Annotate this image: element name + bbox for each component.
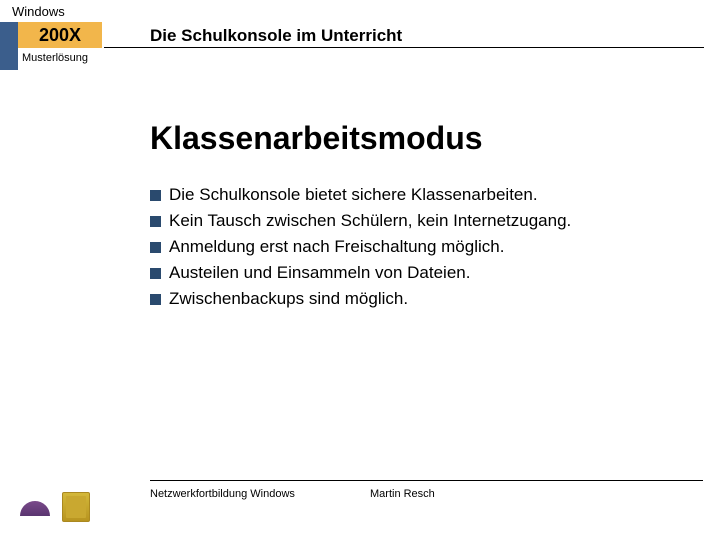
- slide-title: Klassenarbeitsmodus: [150, 120, 690, 157]
- square-bullet-icon: [150, 268, 161, 279]
- bullet-text: Austeilen und Einsammeln von Dateien.: [169, 263, 470, 283]
- slide-content: Klassenarbeitsmodus Die Schulkonsole bie…: [150, 120, 690, 315]
- square-bullet-icon: [150, 216, 161, 227]
- square-bullet-icon: [150, 242, 161, 253]
- slide-header: Windows 200X Musterlösung Die Schulkonso…: [0, 0, 720, 70]
- bullet-text: Anmeldung erst nach Freischaltung möglic…: [169, 237, 504, 257]
- bullet-text: Die Schulkonsole bietet sichere Klassena…: [169, 185, 538, 205]
- header-subtitle: Musterlösung: [22, 52, 88, 64]
- list-item: Austeilen und Einsammeln von Dateien.: [150, 263, 690, 283]
- header-rule: [104, 47, 704, 48]
- footer-left-text: Netzwerkfortbildung Windows: [150, 488, 295, 500]
- list-item: Kein Tausch zwischen Schülern, kein Inte…: [150, 211, 690, 231]
- footer-rule: [150, 480, 703, 481]
- square-bullet-icon: [150, 190, 161, 201]
- list-item: Die Schulkonsole bietet sichere Klassena…: [150, 185, 690, 205]
- header-blue-accent: [0, 22, 18, 70]
- bullet-text: Zwischenbackups sind möglich.: [169, 289, 408, 309]
- footer-right-text: Martin Resch: [370, 488, 435, 500]
- header-title: Die Schulkonsole im Unterricht: [150, 26, 402, 46]
- year-box: 200X: [18, 22, 102, 48]
- bullet-text: Kein Tausch zwischen Schülern, kein Inte…: [169, 211, 571, 231]
- bullet-list: Die Schulkonsole bietet sichere Klassena…: [150, 185, 690, 309]
- slide-footer: Netzwerkfortbildung Windows Martin Resch: [0, 480, 720, 520]
- square-bullet-icon: [150, 294, 161, 305]
- list-item: Zwischenbackups sind möglich.: [150, 289, 690, 309]
- os-label: Windows: [12, 4, 65, 19]
- list-item: Anmeldung erst nach Freischaltung möglic…: [150, 237, 690, 257]
